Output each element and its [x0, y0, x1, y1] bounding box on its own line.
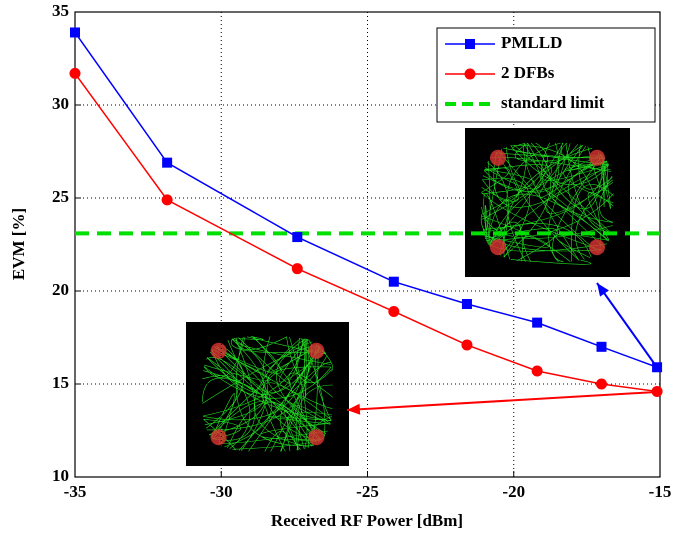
x-tick-label: -30: [210, 482, 233, 501]
legend-label: standard limit: [501, 93, 605, 112]
constellation-point: [211, 343, 227, 359]
data-point: [389, 277, 399, 287]
chart: Received RF Power [dBm] EVM [%] 10152025…: [0, 0, 675, 538]
legend-marker: [465, 39, 475, 49]
legend-label: 2 DFBs: [501, 63, 555, 82]
data-point: [292, 263, 303, 274]
data-point: [461, 339, 472, 350]
data-point: [388, 306, 399, 317]
data-point: [70, 68, 81, 79]
x-tick-label: -15: [649, 482, 672, 501]
insets: [186, 128, 630, 466]
y-axis-label: EVM [%]: [9, 208, 28, 280]
constellation-point: [308, 429, 324, 445]
data-point: [532, 365, 543, 376]
constellation-point: [589, 150, 605, 166]
y-tick-label: 35: [52, 1, 69, 20]
data-point: [597, 342, 607, 352]
y-tick-label: 25: [52, 187, 69, 206]
y-tick-label: 30: [52, 94, 69, 113]
legend-label: PMLLD: [501, 33, 562, 52]
y-tick-label: 15: [52, 373, 69, 392]
y-tick-label: 20: [52, 280, 69, 299]
legend-marker: [465, 69, 476, 80]
constellation-point: [490, 150, 506, 166]
x-axis-label: Received RF Power [dBm]: [271, 511, 463, 530]
x-tick-label: -20: [502, 482, 525, 501]
constellation-point: [308, 343, 324, 359]
data-point: [596, 379, 607, 390]
x-tick-label: -35: [64, 482, 87, 501]
data-point: [652, 386, 663, 397]
constellation-point: [490, 239, 506, 255]
arrow: [347, 392, 656, 410]
data-point: [292, 232, 302, 242]
data-point: [652, 362, 662, 372]
arrow-head: [597, 283, 609, 297]
data-point: [462, 299, 472, 309]
constellation-point: [211, 429, 227, 445]
data-point: [162, 158, 172, 168]
data-point: [532, 318, 542, 328]
constellation-point: [589, 239, 605, 255]
data-point: [162, 194, 173, 205]
data-point: [70, 27, 80, 37]
arrow: [597, 283, 656, 366]
x-tick-label: -25: [356, 482, 379, 501]
